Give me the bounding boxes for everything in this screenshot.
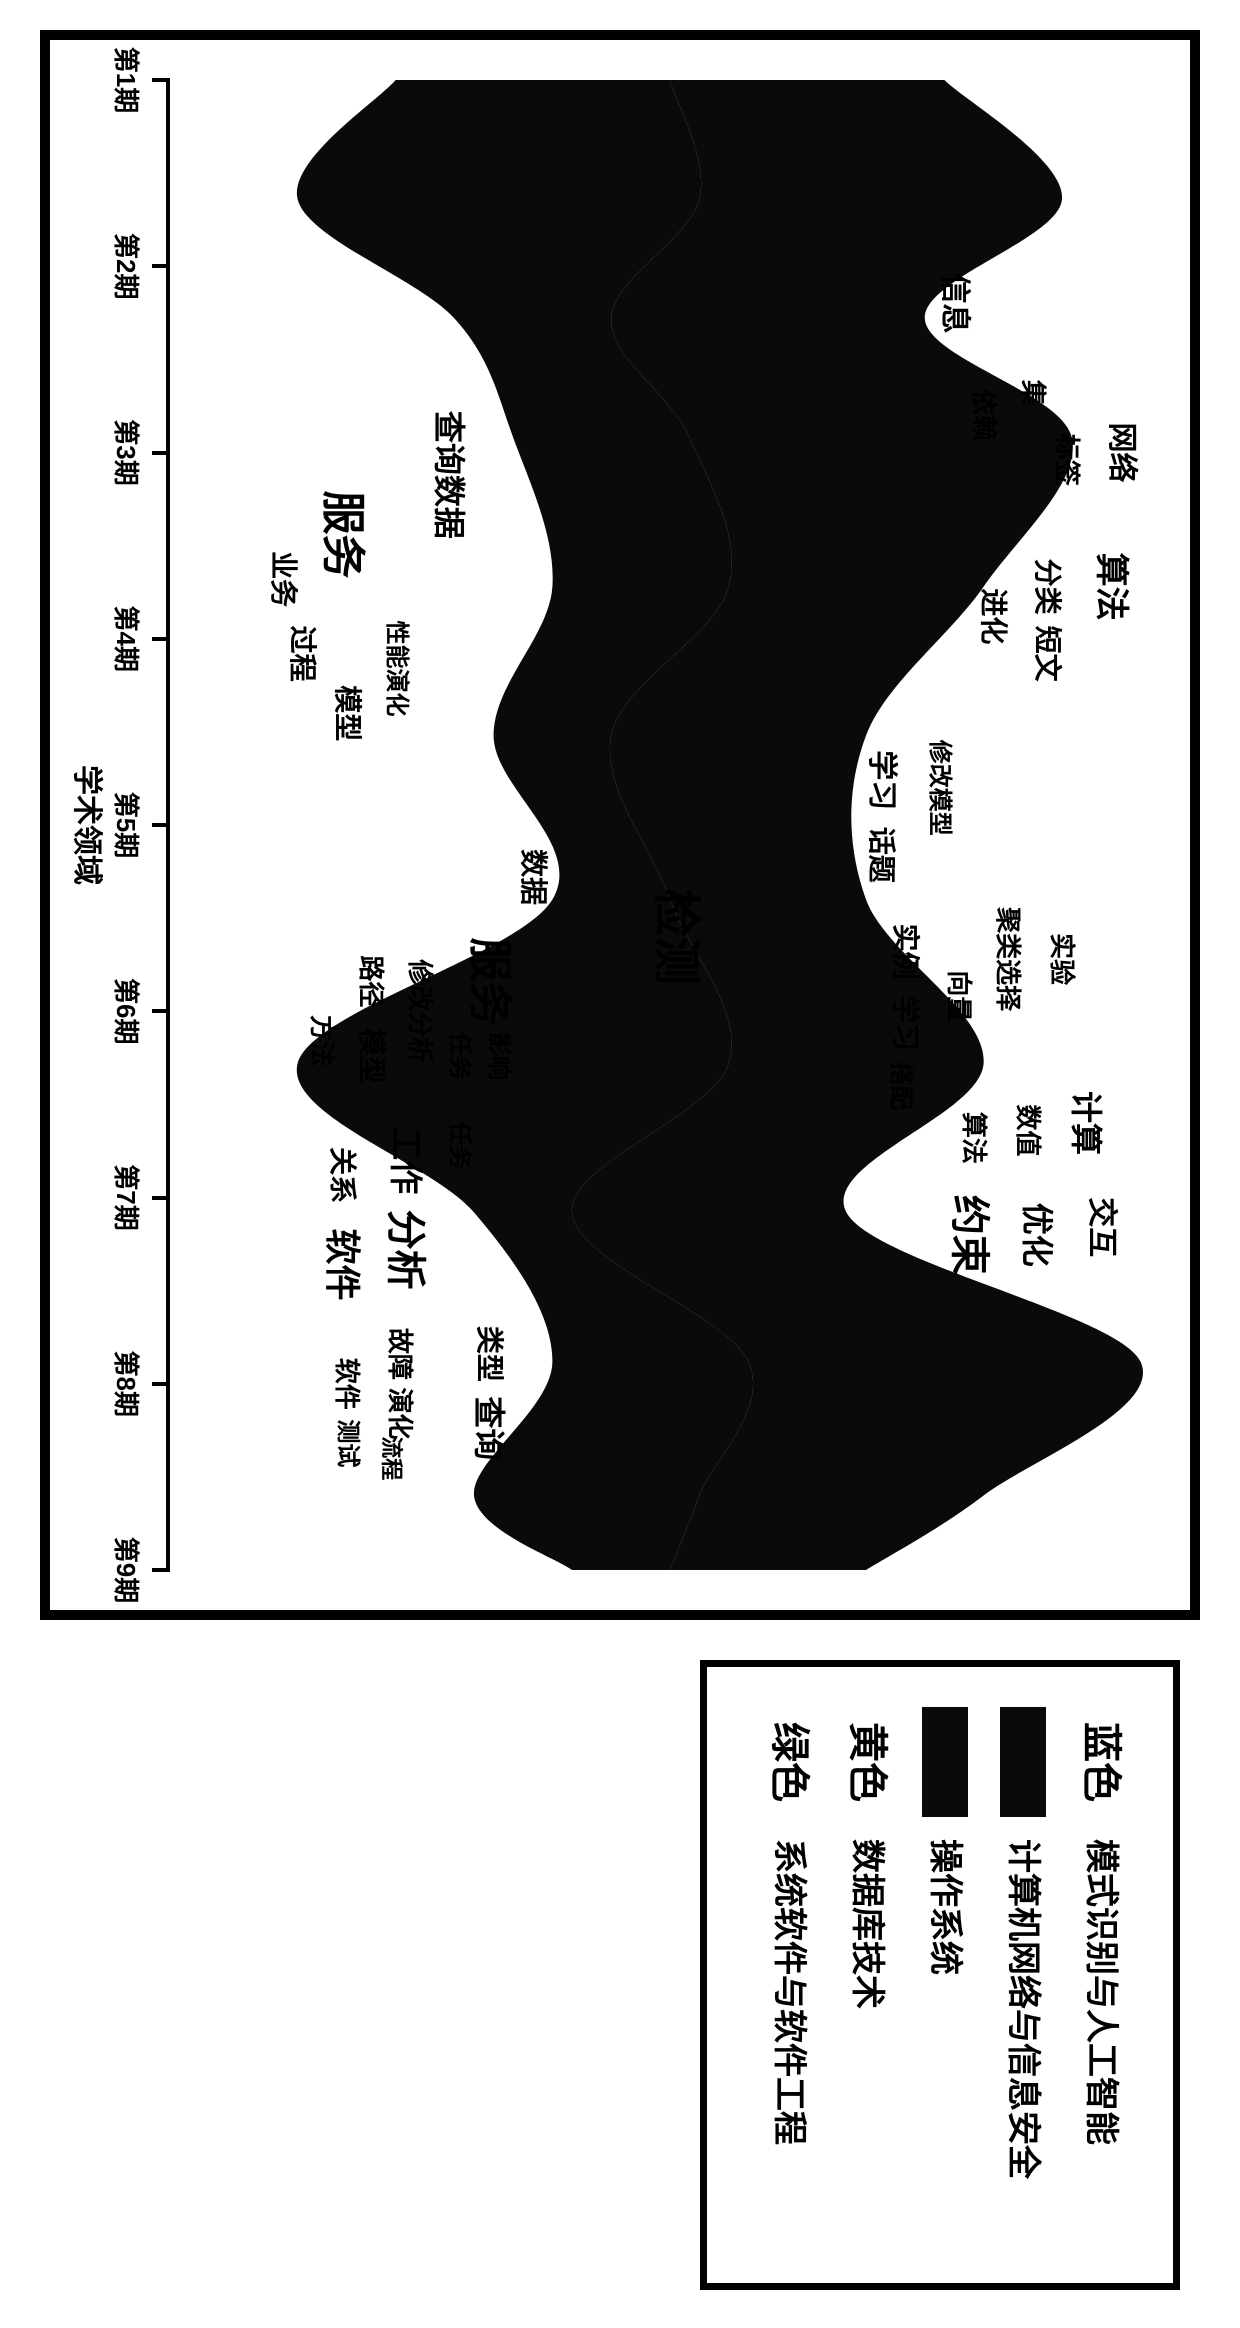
legend-item: 黄色数据库技术 <box>835 1707 899 2009</box>
x-tick-label: 第4期 <box>109 606 146 672</box>
x-axis-title: 学术领域 <box>68 765 112 885</box>
legend-label: 数据库技术 <box>850 1839 884 2009</box>
x-tick-label: 第9期 <box>109 1537 146 1603</box>
x-tick-label: 第2期 <box>109 233 146 299</box>
x-tick-label: 第3期 <box>109 419 146 485</box>
x-tick <box>152 451 170 455</box>
x-tick <box>152 823 170 827</box>
x-tick <box>152 264 170 268</box>
legend-label: 系统软件与软件工程 <box>772 1839 806 2145</box>
legend: 蓝色模式识别与人工智能计算机网络与信息安全操作系统黄色数据库技术绿色系统软件与软… <box>700 1660 1180 2290</box>
x-tick <box>152 637 170 641</box>
legend-item: 操作系统 <box>913 1707 977 1975</box>
legend-colorword: 黄色 <box>847 1707 887 1817</box>
x-tick <box>152 1009 170 1013</box>
legend-colorword: 绿色 <box>769 1707 809 1817</box>
x-tick <box>152 1196 170 1200</box>
x-tick <box>152 1568 170 1572</box>
legend-item: 绿色系统软件与软件工程 <box>757 1707 821 2145</box>
x-tick-label: 第8期 <box>109 1351 146 1417</box>
legend-colorword: 蓝色 <box>1081 1707 1121 1817</box>
legend-item: 计算机网络与信息安全 <box>991 1707 1055 2179</box>
x-tick <box>152 78 170 82</box>
legend-label: 计算机网络与信息安全 <box>1006 1839 1040 2179</box>
x-tick-label: 第1期 <box>109 47 146 113</box>
x-tick <box>152 1382 170 1386</box>
legend-swatch <box>1000 1707 1046 1817</box>
x-tick-label: 第5期 <box>109 792 146 858</box>
legend-label: 操作系统 <box>928 1839 962 1975</box>
legend-item: 蓝色模式识别与人工智能 <box>1069 1707 1133 2145</box>
legend-label: 模式识别与人工智能 <box>1084 1839 1118 2145</box>
x-tick-label: 第7期 <box>109 1164 146 1230</box>
legend-swatch <box>922 1707 968 1817</box>
x-tick-label: 第6期 <box>109 978 146 1044</box>
